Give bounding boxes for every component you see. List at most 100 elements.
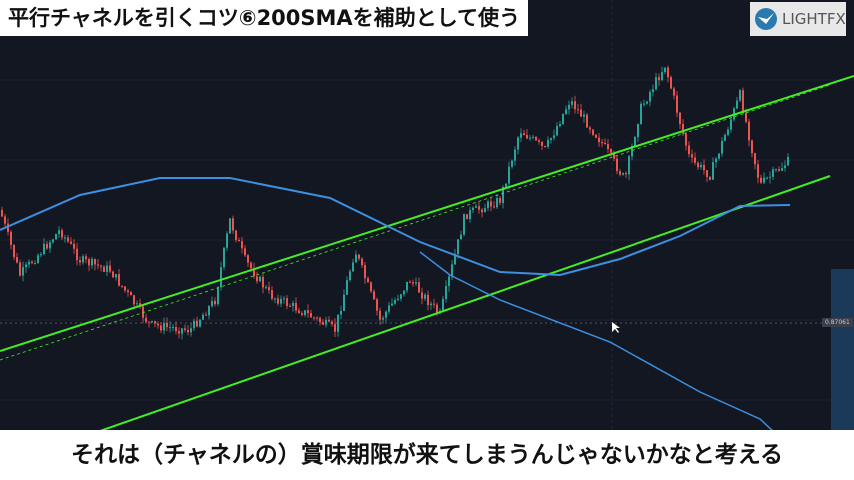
candle-body [457,239,459,254]
candle-body [298,310,300,314]
candle-body [175,327,177,332]
candle-body [79,260,81,263]
candle-body [25,264,27,268]
candle-body [775,169,777,171]
channel-lower-line [99,175,831,430]
candle-body [397,298,399,300]
candle-body [517,137,519,150]
candle-body [553,135,555,139]
candle-body [46,243,48,249]
candle-body [91,259,93,266]
candle-body [484,208,486,213]
candle-body [706,170,708,178]
lightfx-logo: LIGHTFX [750,2,846,36]
candle-body [679,112,681,124]
candle-body [235,230,237,241]
candle-body [691,154,693,158]
candle-body [757,164,759,178]
candle-body [433,303,435,305]
candle-body [253,268,255,277]
candle-body [208,306,210,316]
candle-body [331,321,333,325]
candle-body [232,218,234,231]
candle-body [394,299,396,304]
candle-body [238,240,240,242]
candle-body [778,169,780,171]
candle-body [598,137,600,143]
candle-body [148,321,150,323]
candle-body [532,136,534,138]
candle-body [115,274,117,278]
candle-body [613,152,615,159]
candle-body [169,327,171,329]
candle-body [241,241,243,249]
candle-body [283,298,285,300]
candle-body [427,294,429,306]
candle-body [685,133,687,146]
candle-body [487,201,489,209]
candle-body [442,298,444,311]
candle-body [292,302,294,307]
candle-body [226,233,228,248]
candle-body [604,142,606,144]
candle-body [496,198,498,208]
candle-body [22,267,24,276]
candle-body [769,176,771,178]
candle-body [592,129,594,135]
candle-body [712,162,714,180]
candle-body [295,302,297,311]
candle-body [772,169,774,177]
candle-body [106,265,108,272]
candle-body [274,298,276,300]
candle-body [724,134,726,141]
candle-body [271,290,273,299]
candle-body [133,295,135,305]
candle-body [583,114,585,117]
candle-body [310,313,312,318]
candle-body [280,298,282,304]
candle-body [658,77,660,81]
candle-body [4,216,6,224]
candle-body [694,157,696,163]
candle-body [319,317,321,323]
candle-body [637,124,639,138]
candle-body [370,282,372,292]
candle-body [520,133,522,138]
candle-body [70,241,72,244]
candle-body [43,243,45,255]
candle-body [547,139,549,147]
candle-body [607,143,609,150]
candle-body [736,100,738,109]
candle-body [571,101,573,105]
candle-body [172,327,174,329]
candle-body [541,141,543,146]
candle-body [787,156,789,166]
candle-body [304,310,306,316]
candle-body [451,264,453,277]
candle-body [1,210,3,217]
candle-body [187,329,189,333]
candle-body [514,149,516,161]
candle-body [334,324,336,332]
candle-body [448,276,450,287]
candle-body [379,310,381,320]
candle-body [358,254,360,259]
candle-body [595,134,597,138]
candle-body [145,317,147,322]
candle-body [391,303,393,306]
candle-body [340,310,342,315]
candle-body [13,244,15,258]
candle-body [421,292,423,299]
sma-slow-line [419,251,773,430]
candle-body [622,173,624,175]
candle-body [703,164,705,171]
candle-body [766,177,768,179]
candle-body [562,113,564,125]
candle-body [112,271,114,278]
candle-body [202,314,204,320]
candle-body [37,255,39,263]
candle-body [301,313,303,316]
candle-body [784,165,786,169]
candle-body [469,210,471,220]
candle-body [229,218,231,234]
